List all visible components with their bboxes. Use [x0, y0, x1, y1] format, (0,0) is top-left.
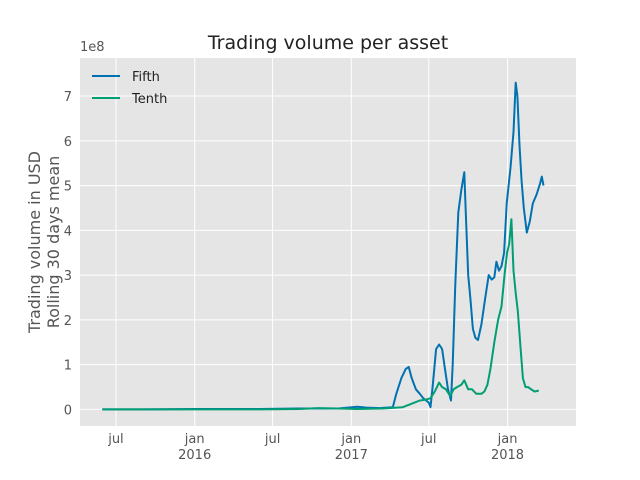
y-tick-label: 1 [64, 359, 72, 374]
x-tick-year: 2018 [491, 448, 524, 463]
y-tick-label: 6 [64, 135, 72, 150]
y-axis-label-line-1: Trading volume in USD [25, 151, 44, 334]
x-tick-label: jul [107, 432, 123, 447]
y-tick-label: 3 [64, 269, 72, 284]
x-tick-label: jul [420, 432, 436, 447]
x-tick-year: 2016 [178, 448, 211, 463]
y-axis-label: Trading volume in USD Rolling 30 days me… [25, 151, 63, 334]
y-tick-label: 4 [64, 224, 72, 239]
x-tick-label: jul [264, 432, 280, 447]
y-tick-label: 7 [64, 90, 72, 105]
legend: Fifth Tenth [92, 70, 167, 107]
series-line-fifth [102, 81, 545, 411]
chart-title: Trading volume per asset [207, 32, 448, 54]
grid [80, 58, 576, 426]
plot-background [80, 58, 576, 426]
y-axis-ticks: 0 1 2 3 4 5 6 7 [64, 90, 72, 418]
series-line-tenth [102, 218, 540, 411]
y-tick-label: 5 [64, 180, 72, 195]
x-tick-label: jan [340, 432, 361, 447]
y-axis-label-line-2: Rolling 30 days mean [44, 156, 63, 329]
x-tick-year: 2017 [335, 448, 368, 463]
y-tick-label: 2 [64, 314, 72, 329]
x-tick-label: jan [497, 432, 518, 447]
x-tick-label: jan [184, 432, 205, 447]
y-tick-label: 0 [64, 403, 72, 418]
series-lines [102, 81, 545, 411]
legend-label: Fifth [132, 70, 160, 85]
legend-label: Tenth [131, 92, 167, 107]
y-multiplier: 1e8 [80, 40, 105, 55]
